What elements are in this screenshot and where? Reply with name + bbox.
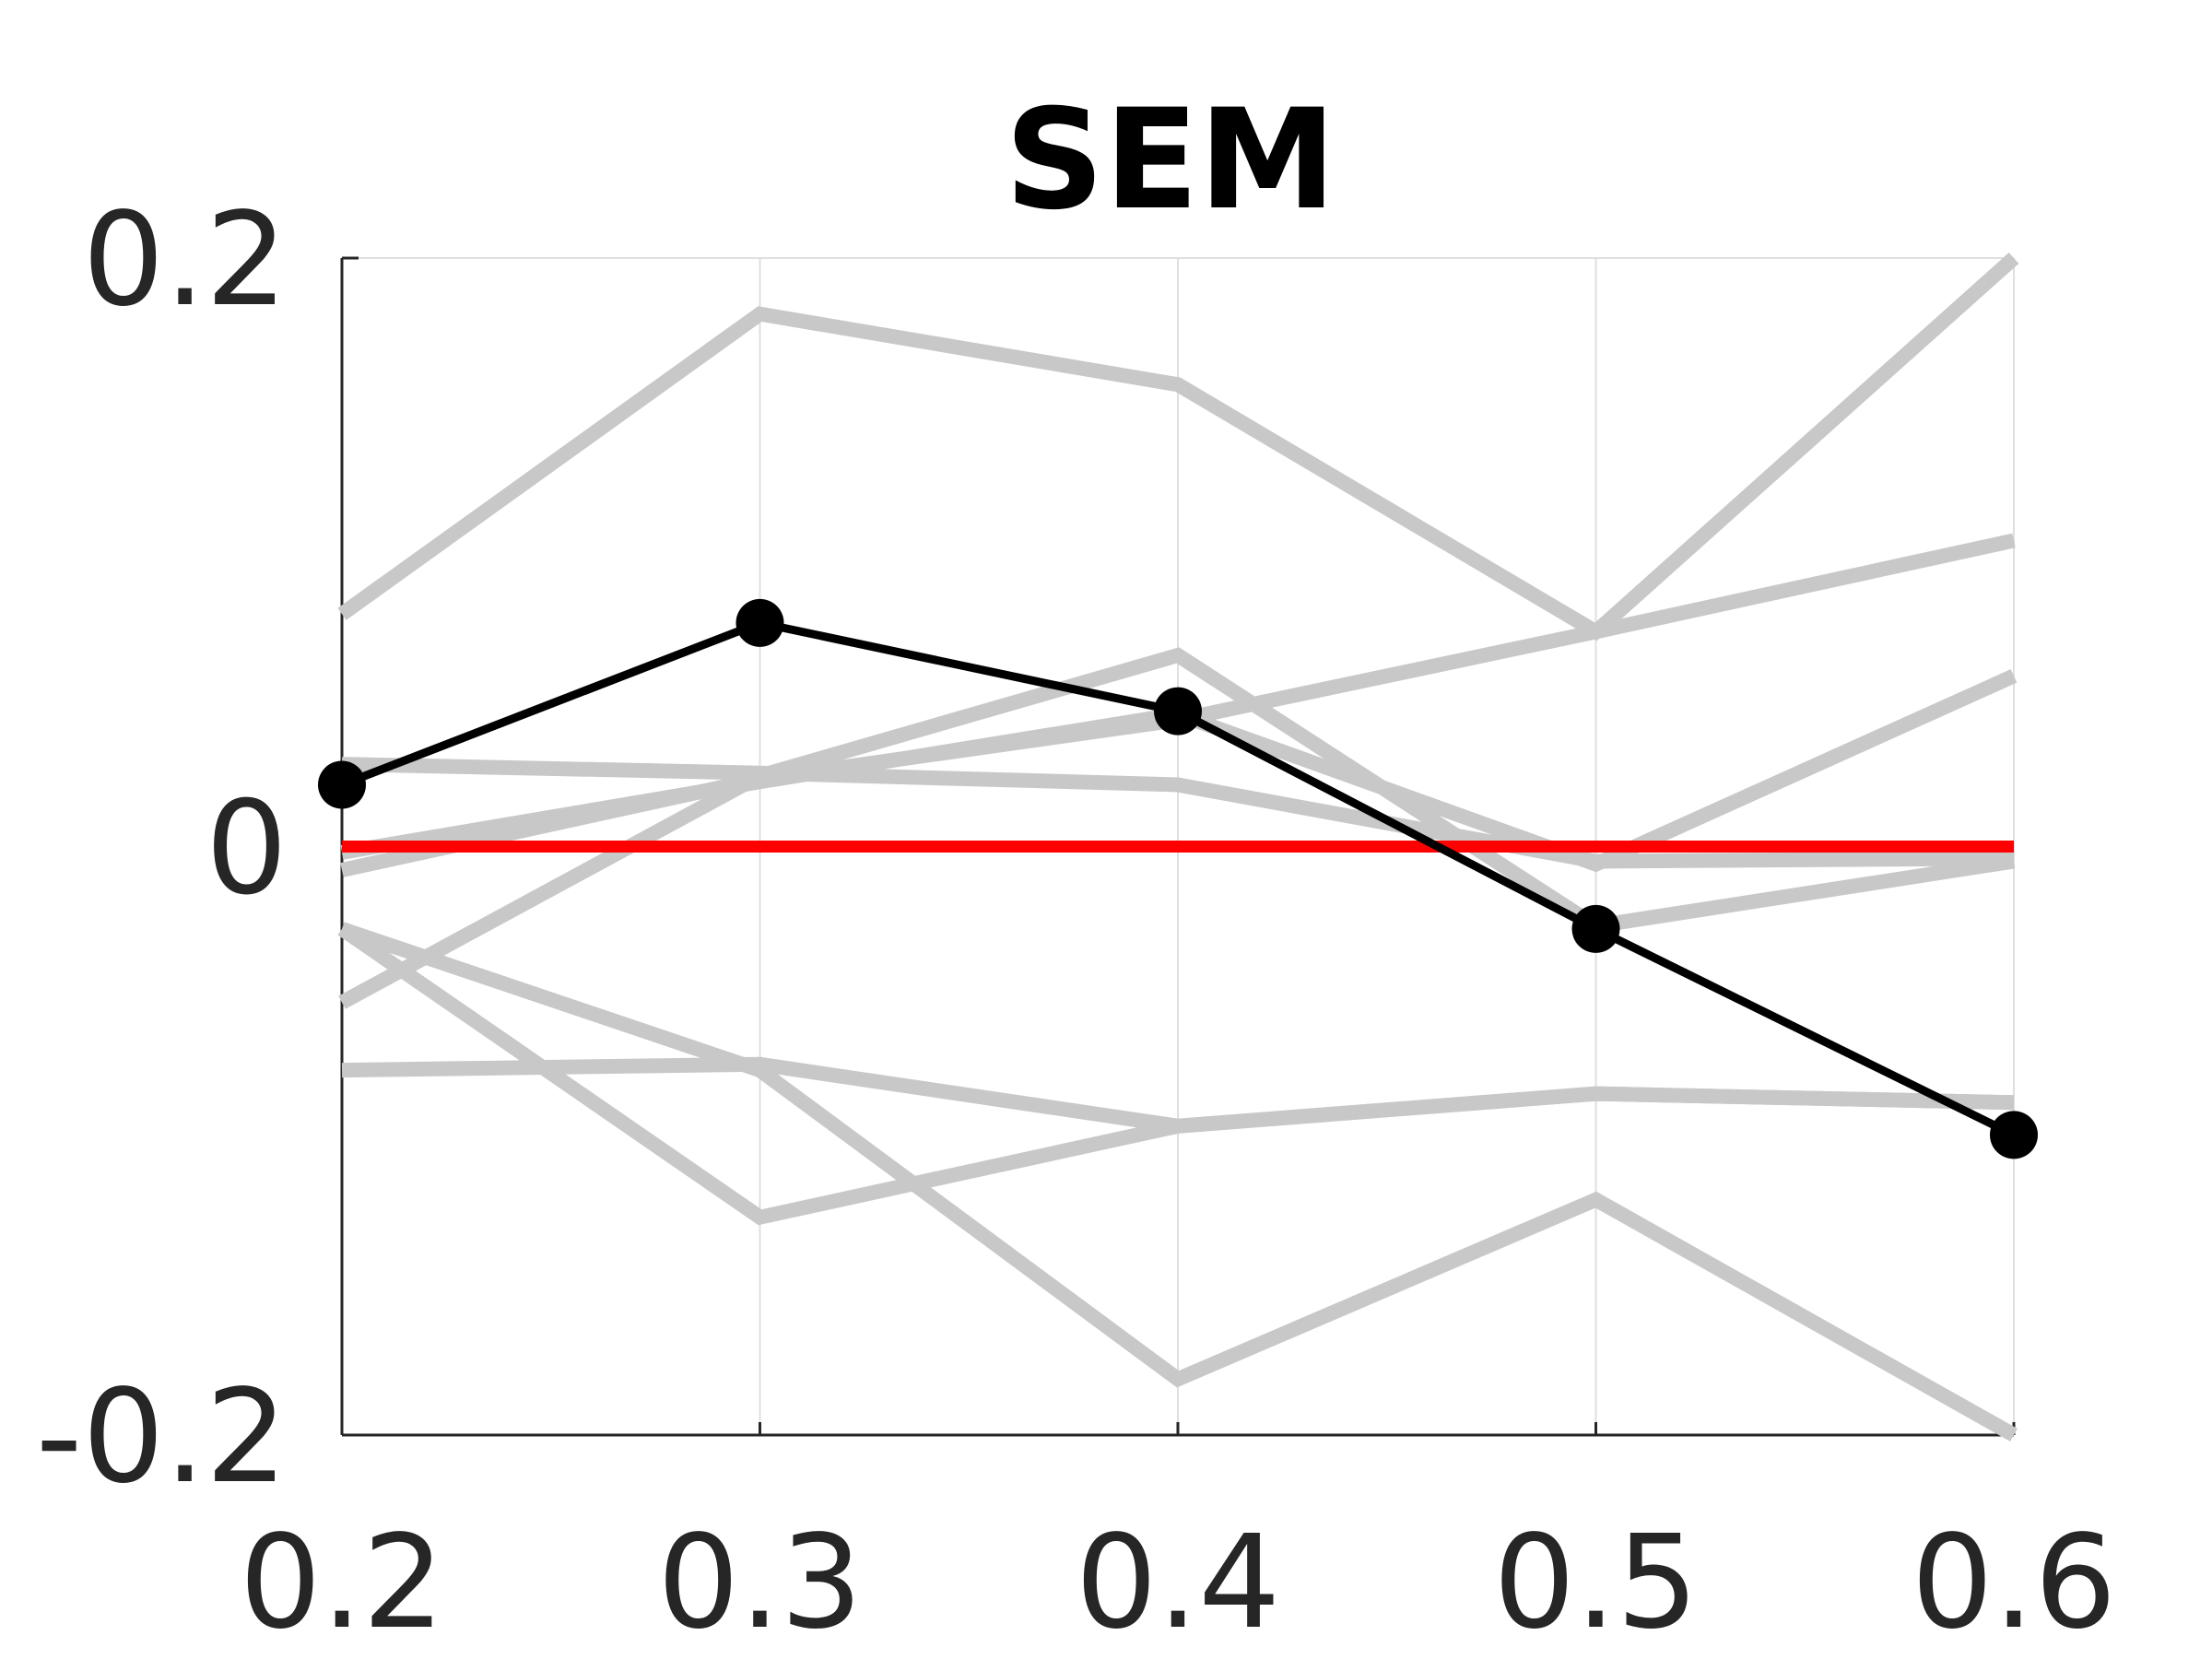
background-series-line-1 [337, 253, 2019, 641]
background-series-line-5 [341, 757, 2015, 869]
x-tick-label-1: 0.3 [657, 1508, 863, 1658]
highlight-point-0.3 [735, 598, 784, 647]
background-series-line-7 [337, 923, 2015, 1226]
x-tick-label-4: 0.6 [1912, 1508, 2117, 1658]
y-tick-label-2: 0.2 [82, 185, 288, 335]
highlight-point-0.2 [318, 760, 366, 809]
highlight-point-0.4 [1154, 687, 1202, 735]
chart-title: SEM [1005, 80, 1336, 241]
tick-labels: 0.2 0.3 0.4 0.5 0.6 -0.2 0 0.2 [36, 185, 2117, 1658]
background-series-line-8 [339, 922, 2018, 1441]
x-tick-label-0: 0.2 [240, 1508, 445, 1658]
x-tick-label-2: 0.4 [1076, 1508, 1281, 1658]
y-tick-label-1: 0 [206, 774, 288, 924]
y-tick-label-0: -0.2 [36, 1362, 288, 1512]
highlight-series-group [318, 598, 2038, 1159]
highlight-point-0.5 [1571, 904, 1620, 953]
x-tick-label-3: 0.5 [1493, 1508, 1699, 1658]
highlight-point-0.6 [1990, 1111, 2038, 1159]
